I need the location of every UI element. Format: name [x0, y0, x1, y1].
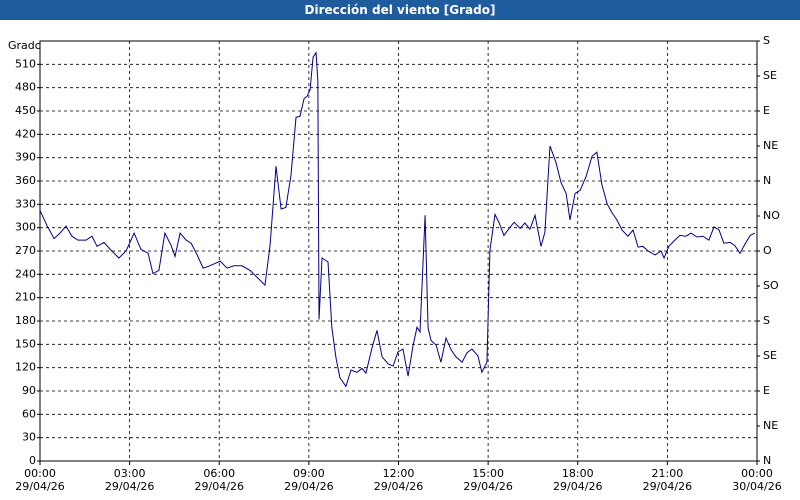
y2-tick-label: SE	[763, 69, 777, 82]
x-tick-label: 21:00 29/04/26	[642, 467, 693, 493]
x-tick-label: 03:00 29/04/26	[104, 467, 155, 493]
y2-tick-label: N	[763, 454, 771, 467]
x-tick-label: 12:00 29/04/26	[373, 467, 424, 493]
x-tick-label: 09:00 29/04/26	[284, 467, 334, 493]
y-tick-label: 390	[15, 151, 36, 164]
x-tick-label: 06:00 29/04/26	[194, 467, 244, 493]
y2-tick-label: E	[763, 384, 770, 397]
y2-tick-label: NE	[763, 139, 778, 152]
y-tick-label: 30	[22, 431, 36, 444]
x-tick-label: 18:00 29/04/26	[553, 467, 603, 493]
y-tick-label: 120	[15, 361, 36, 374]
y-tick-label: 90	[22, 384, 36, 397]
y2-tick-label: SO	[763, 279, 779, 292]
y-tick-label: 60	[22, 407, 36, 420]
x-tick-label: 00:00 30/04/26	[732, 467, 782, 493]
x-tick-label: 15:00 29/04/26	[463, 467, 513, 493]
y2-tick-label: NE	[763, 419, 778, 432]
y-tick-label: 420	[15, 127, 36, 140]
y-tick-label: 330	[15, 197, 36, 210]
y2-tick-label: O	[763, 244, 772, 257]
y-tick-label: 210	[15, 291, 36, 304]
y-tick-label: 300	[15, 221, 36, 234]
y2-tick-label: NO	[763, 209, 780, 222]
chart-title: Dirección del viento [Grado]	[0, 0, 800, 20]
y-tick-label: 150	[15, 337, 36, 350]
y-tick-label: 270	[15, 244, 36, 257]
y-tick-label: 180	[15, 314, 36, 327]
y-tick-label: 450	[15, 104, 36, 117]
y2-tick-label: E	[763, 104, 770, 117]
y-tick-label: 0	[29, 454, 36, 467]
y-tick-label: 510	[15, 57, 36, 70]
y-axis-label: Grado	[8, 39, 42, 52]
y2-tick-label: S	[763, 314, 770, 327]
y2-tick-label: N	[763, 174, 771, 187]
y2-tick-label: SE	[763, 349, 777, 362]
data-line	[39, 51, 756, 388]
y-tick-label: 480	[15, 81, 36, 94]
y-tick-label: 240	[15, 267, 36, 280]
y-tick-label: 360	[15, 174, 36, 187]
x-tick-label: 00:00 29/04/26	[15, 467, 65, 493]
y2-tick-label: S	[763, 34, 770, 47]
